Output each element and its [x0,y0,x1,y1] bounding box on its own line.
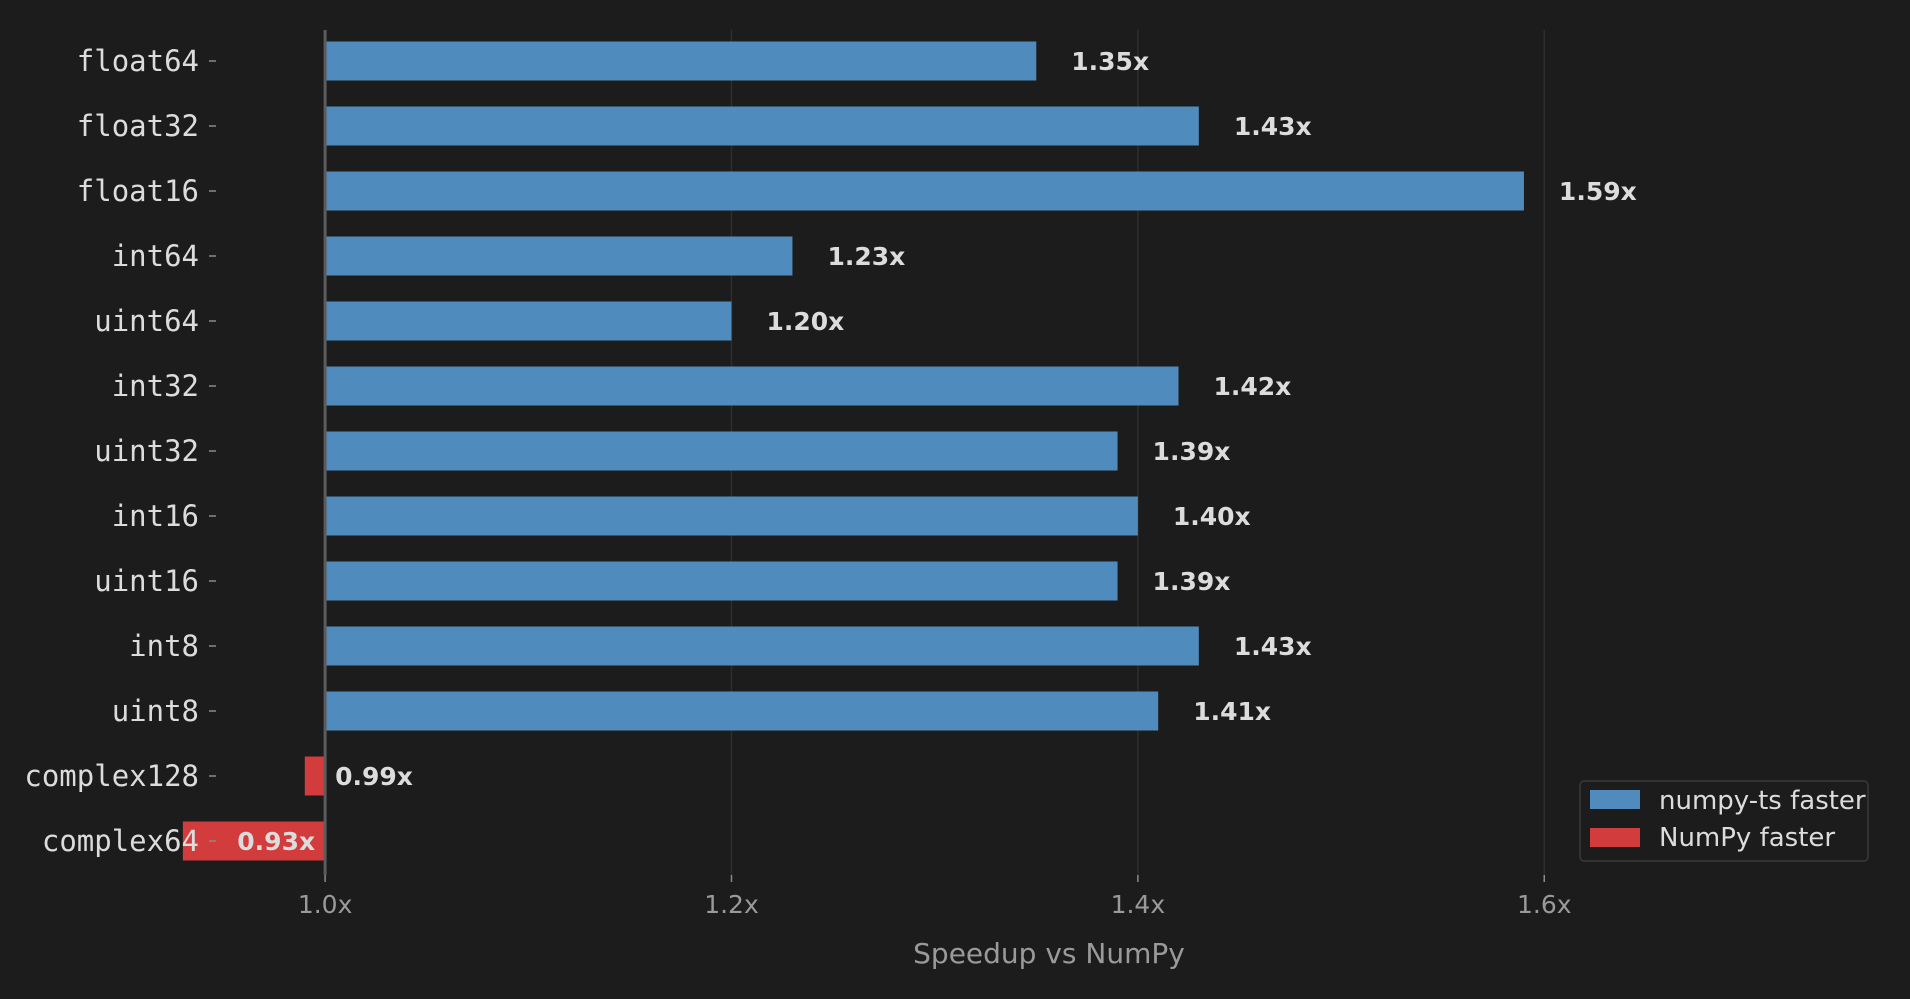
value-label-uint16: 1.39x [1153,567,1231,596]
value-labels: 1.35x 1.43x 1.59x 1.23x 1.20x 1.42x 1.39x 1.40x… [237,47,1636,856]
bar-float64 [325,41,1037,81]
legend-label-numpy-ts-faster: numpy-ts faster [1659,786,1866,816]
value-label-complex128: 0.99x [335,762,413,791]
y-tick-label-int8: int8 [129,629,199,663]
y-tick-label-uint64: uint64 [94,304,199,338]
y-axis-ticks: float64 float32 float16 int64 uint64 int32 uin… [24,44,216,858]
y-tick-label-float64: float64 [77,44,199,78]
bar-int8 [325,626,1199,666]
x-tick-label-3: 1.6x [1517,890,1572,919]
y-tick-label-uint8: uint8 [112,694,199,728]
value-label-float16: 1.59x [1559,177,1637,206]
y-tick-label-uint32: uint32 [94,434,199,468]
y-tick-label-int32: int32 [112,369,199,403]
x-tick-label-1: 1.2x [704,890,759,919]
value-label-uint32: 1.39x [1153,437,1231,466]
y-tick-label-complex128: complex128 [24,759,199,793]
legend-swatch-numpy-ts-faster [1590,790,1640,809]
bar-int16 [325,496,1138,536]
y-tick-label-uint16: uint16 [94,564,199,598]
y-tick-label-float16: float16 [77,174,199,208]
value-label-int8: 1.43x [1234,632,1312,661]
bar-uint16 [325,561,1118,601]
value-label-complex64: 0.93x [237,827,315,856]
bar-float16 [325,171,1524,211]
bar-uint64 [325,301,732,341]
legend-label-numpy-faster: NumPy faster [1659,823,1835,853]
legend: numpy-ts faster NumPy faster [1579,780,1869,862]
value-label-uint64: 1.20x [766,307,844,336]
legend-box [1579,780,1869,862]
bar-int32 [325,366,1179,406]
value-label-int32: 1.42x [1214,372,1292,401]
value-label-int16: 1.40x [1173,502,1251,531]
bar-complex64 [182,821,326,861]
bar-int64 [325,236,793,276]
bar-complex128 [304,756,326,796]
legend-swatch-numpy-faster [1590,828,1640,847]
y-tick-label-int16: int16 [112,499,199,533]
bar-float32 [325,106,1199,146]
x-tick-label-0: 1.0x [298,890,353,919]
bar-uint32 [325,431,1118,471]
y-tick-label-float32: float32 [77,109,199,143]
value-label-float64: 1.35x [1071,47,1149,76]
y-tick-label-int64: int64 [112,239,199,273]
value-label-uint8: 1.41x [1193,697,1271,726]
bars [182,41,1524,861]
value-label-float32: 1.43x [1234,112,1312,141]
x-axis-ticks: 1.0x 1.2x 1.4x 1.6x [298,875,1572,919]
x-tick-label-2: 1.4x [1111,890,1166,919]
y-tick-label-complex64: complex64 [42,824,199,858]
value-label-int64: 1.23x [827,242,905,271]
bar-uint8 [325,691,1159,731]
x-axis-label: Speedup vs NumPy [913,937,1185,970]
